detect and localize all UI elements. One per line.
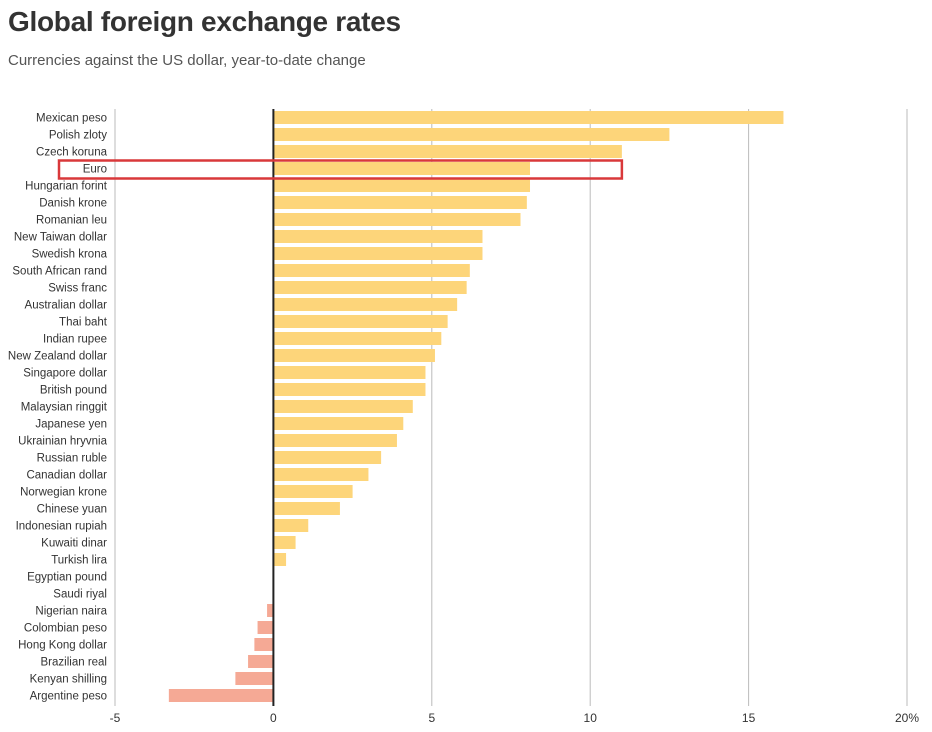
category-label: Argentine peso xyxy=(30,691,107,703)
bar xyxy=(273,332,442,345)
chart-title: Global foreign exchange rates xyxy=(8,6,401,37)
category-label: Singapore dollar xyxy=(23,368,107,380)
bar xyxy=(273,468,369,481)
bar xyxy=(273,264,470,277)
bar xyxy=(273,349,435,362)
category-label: Swedish krona xyxy=(32,249,108,261)
bar xyxy=(248,655,274,668)
x-tick-labels: -5 0 5 10 15 20% xyxy=(110,711,920,725)
bar xyxy=(273,383,426,396)
category-label: Egyptian pound xyxy=(27,572,107,584)
category-label: Saudi riyal xyxy=(53,589,107,601)
category-label: Norwegian krone xyxy=(20,487,107,499)
bar xyxy=(273,281,467,294)
highlight-box xyxy=(57,159,624,180)
category-label: Swiss franc xyxy=(48,283,107,295)
bar xyxy=(273,451,382,464)
category-label: New Zealand dollar xyxy=(8,351,107,363)
category-label: South African rand xyxy=(12,266,107,278)
bar xyxy=(273,519,309,532)
category-label: Danish krone xyxy=(39,198,107,210)
bar xyxy=(273,485,353,498)
bar xyxy=(273,536,296,549)
bar xyxy=(235,672,274,685)
bar xyxy=(273,196,527,209)
bar xyxy=(273,247,483,260)
x-tick-label: 10 xyxy=(584,711,598,725)
bar xyxy=(273,553,287,566)
category-label: Hungarian forint xyxy=(25,181,108,193)
bar xyxy=(273,128,670,141)
category-label: Kuwaiti dinar xyxy=(41,538,107,550)
bar xyxy=(273,145,622,158)
x-tick-label: -5 xyxy=(110,711,121,725)
bar xyxy=(273,400,413,413)
annotations xyxy=(57,109,624,706)
category-label: Turkish lira xyxy=(51,555,107,567)
bar xyxy=(273,179,531,192)
x-tick-label: 20% xyxy=(895,711,919,725)
category-label: Kenyan shilling xyxy=(30,674,107,686)
category-label: Ukrainian hryvnia xyxy=(18,436,107,448)
bar xyxy=(273,417,404,430)
bar xyxy=(254,638,274,651)
bar xyxy=(273,213,521,226)
category-label: New Taiwan dollar xyxy=(14,232,107,244)
category-label: Nigerian naira xyxy=(35,606,107,618)
category-label: Colombian peso xyxy=(24,623,107,635)
bar xyxy=(273,298,458,311)
bar xyxy=(273,111,784,124)
category-label: Japanese yen xyxy=(35,419,107,431)
bar xyxy=(273,230,483,243)
category-label: Canadian dollar xyxy=(26,470,107,482)
x-tick-label: 0 xyxy=(270,711,277,725)
category-label: Malaysian ringgit xyxy=(21,402,108,414)
category-label: Mexican peso xyxy=(36,113,107,125)
chart-subtitle: Currencies against the US dollar, year-t… xyxy=(8,52,366,69)
bar xyxy=(168,689,274,702)
bar xyxy=(273,434,397,447)
category-label: Thai baht xyxy=(59,317,108,329)
category-label: Indonesian rupiah xyxy=(16,521,107,533)
category-labels: Mexican peso Polish zloty Czech koruna Euro… xyxy=(8,113,108,703)
bar xyxy=(267,604,274,617)
category-label: Czech koruna xyxy=(36,147,108,159)
category-label: Brazilian real xyxy=(41,657,107,669)
bar xyxy=(273,502,340,515)
bar xyxy=(273,162,531,175)
category-label: Australian dollar xyxy=(25,300,108,312)
category-label: Chinese yuan xyxy=(37,504,107,516)
category-label: Hong Kong dollar xyxy=(18,640,107,652)
bar xyxy=(273,315,448,328)
category-label: Indian rupee xyxy=(43,334,107,346)
category-label: British pound xyxy=(40,385,107,397)
x-tick-label: 5 xyxy=(428,711,435,725)
category-label: Euro xyxy=(83,164,107,176)
category-label: Romanian leu xyxy=(36,215,107,227)
bar xyxy=(257,621,274,634)
bars xyxy=(168,111,784,702)
bar xyxy=(273,366,426,379)
category-label: Russian ruble xyxy=(37,453,107,465)
category-label: Polish zloty xyxy=(49,130,107,142)
x-tick-label: 15 xyxy=(742,711,756,725)
